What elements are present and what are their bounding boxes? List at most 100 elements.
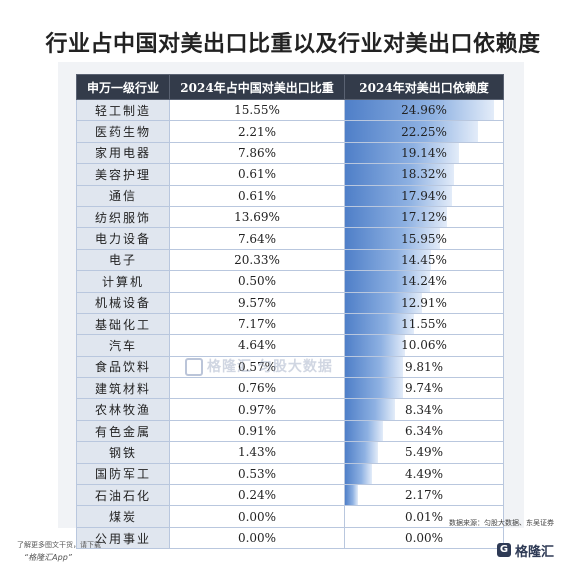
dependence-value: 18.32% [401,167,447,182]
dependence-value: 2.17% [404,488,444,503]
export-share-cell: 0.24% [169,484,345,507]
export-dependence-cell: 24.96% [344,98,504,122]
dependence-value: 14.45% [401,252,447,267]
dependence-bar [345,378,404,398]
table-row: 有色金属 0.91% 6.34% [76,419,504,443]
table-row: 通信 0.61% 17.94% [76,184,504,207]
industry-cell: 医药生物 [76,120,170,143]
export-share-cell: 0.53% [169,462,345,486]
dependence-bar [345,143,460,163]
industry-cell: 农林牧渔 [76,398,170,421]
export-dependence-cell: 19.14% [344,141,504,165]
brand-logo-icon: G [497,543,511,557]
industry-cell: 计算机 [76,270,170,293]
dependence-value: 4.49% [404,466,444,481]
industry-cell: 基础化工 [76,312,170,336]
export-dependence-cell: 18.32% [344,163,504,186]
export-dependence-cell: 0.00% [344,526,504,550]
header-export-share: 2024年占中国对美出口比重 [169,74,345,100]
industry-cell: 家用电器 [76,141,170,165]
table-row: 医药生物 2.21% 22.25% [76,120,504,143]
export-dependence-cell: 6.34% [344,419,504,443]
industry-cell: 纺织服饰 [76,205,170,229]
dependence-value: 8.34% [404,402,444,417]
export-dependence-cell: 15.95% [344,227,504,250]
export-share-cell: 0.91% [169,419,345,443]
dependence-value: 11.55% [401,317,447,332]
dependence-bar [345,271,430,291]
table-row: 机械设备 9.57% 12.91% [76,291,504,314]
table-row: 公用事业 0.00% 0.00% [76,526,504,550]
table-row: 钢铁 1.43% 5.49% [76,441,504,464]
export-share-cell: 1.43% [169,441,345,464]
export-share-cell: 0.76% [169,377,345,400]
export-share-cell: 0.97% [169,398,345,421]
table-row: 纺织服饰 13.69% 17.12% [76,205,504,229]
brand-logo[interactable]: G 格隆汇 [497,541,555,560]
export-dependence-cell: 17.12% [344,205,504,229]
export-dependence-cell: 0.01% [344,505,504,528]
export-dependence-cell: 14.24% [344,270,504,293]
export-dependence-cell: 22.25% [344,120,504,143]
page-title: 行业占中国对美出口比重以及行业对美出口依赖度 [45,32,541,57]
table-row: 煤炭 0.00% 0.01% [76,505,504,528]
industry-cell: 国防军工 [76,462,170,486]
industry-cell: 公用事业 [76,526,170,550]
dependence-bar [345,399,395,420]
export-share-cell: 4.64% [169,334,345,357]
dependence-bar [345,421,383,441]
export-share-cell: 7.64% [169,227,345,250]
dependence-value: 15.95% [401,231,447,246]
industry-cell: 食品饮料 [76,355,170,379]
export-share-cell: 0.57% [169,355,345,379]
export-dependence-cell: 4.49% [344,462,504,486]
export-share-cell: 20.33% [169,248,345,272]
export-dependence-cell: 17.94% [344,184,504,207]
table-row: 建筑材料 0.76% 9.74% [76,377,504,400]
table-row: 轻工制造 15.55% 24.96% [76,98,504,122]
dependence-value: 0.00% [404,531,444,545]
dependence-bar [345,250,432,270]
export-share-cell: 0.61% [169,163,345,186]
dependence-bar [345,207,448,227]
dependence-value: 9.74% [404,381,444,396]
table-header-row: 申万一级行业 2024年占中国对美出口比重 2024年对美出口依赖度 [76,74,504,100]
dependence-bar [345,442,378,463]
dependence-value: 14.24% [401,274,447,289]
table-row: 基础化工 7.17% 11.55% [76,312,504,336]
export-dependence-cell: 8.34% [344,398,504,421]
industry-cell: 煤炭 [76,505,170,528]
dependence-bar [345,464,372,484]
table-row: 电力设备 7.64% 15.95% [76,227,504,250]
export-dependence-table: 申万一级行业 2024年占中国对美出口比重 2024年对美出口依赖度 轻工制造 1… [76,74,504,550]
export-dependence-cell: 10.06% [344,334,504,357]
export-share-cell: 0.00% [169,505,345,528]
industry-cell: 电子 [76,248,170,272]
export-share-cell: 13.69% [169,205,345,229]
dependence-value: 22.25% [401,124,447,139]
dependence-bar [345,335,405,356]
dependence-value: 17.94% [401,188,447,203]
brand-logo-text: 格隆汇 [515,544,555,560]
dependence-value: 0.01% [404,509,444,524]
industry-cell: 钢铁 [76,441,170,464]
dependence-bar [345,186,452,206]
industry-cell: 有色金属 [76,419,170,443]
table-row: 农林牧渔 0.97% 8.34% [76,398,504,421]
export-dependence-cell: 5.49% [344,441,504,464]
table-row: 汽车 4.64% 10.06% [76,334,504,357]
export-share-cell: 7.17% [169,312,345,336]
dependence-bar [345,485,358,505]
table-row: 计算机 0.50% 14.24% [76,270,504,293]
industry-cell: 电力设备 [76,227,170,250]
header-industry: 申万一级行业 [76,74,170,100]
export-share-cell: 0.50% [169,270,345,293]
dependence-bar [345,357,404,377]
industry-cell: 美容护理 [76,163,170,186]
source-note: 数据来源：匀股大数据、东吴证券 [449,519,554,527]
dependence-value: 17.12% [401,210,447,225]
export-dependence-cell: 14.45% [344,248,504,272]
export-share-cell: 0.61% [169,184,345,207]
dependence-bar [345,121,478,142]
dependence-value: 19.14% [401,145,447,160]
